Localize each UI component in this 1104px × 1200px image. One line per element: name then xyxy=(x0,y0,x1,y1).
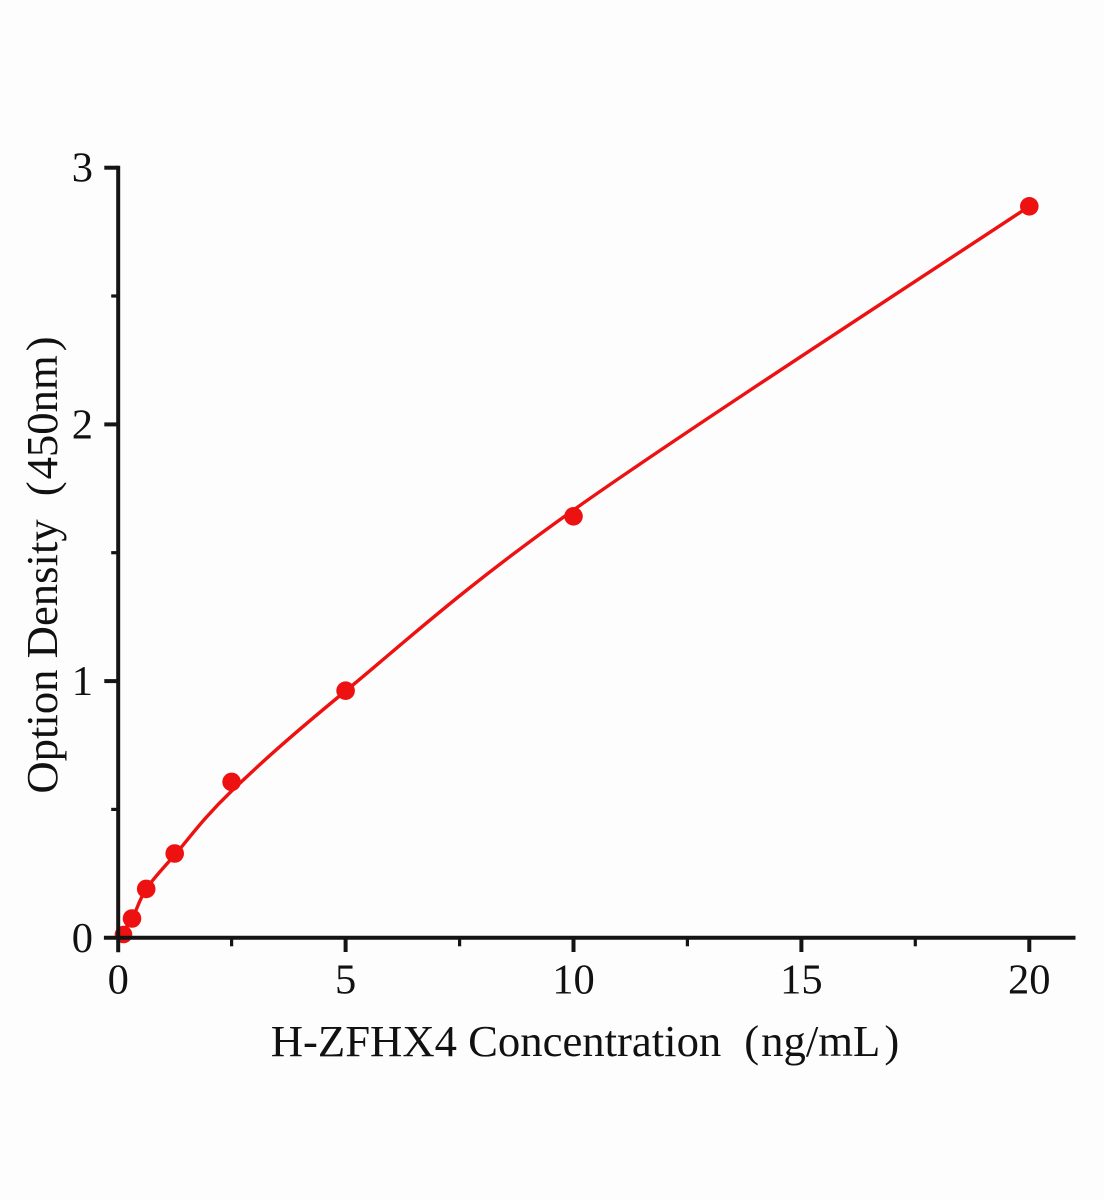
svg-text:15: 15 xyxy=(780,957,823,1004)
svg-text:3: 3 xyxy=(72,145,93,192)
svg-text:2: 2 xyxy=(72,401,93,448)
svg-text:20: 20 xyxy=(1008,957,1051,1004)
svg-text:0: 0 xyxy=(72,915,93,962)
svg-text:1: 1 xyxy=(72,658,93,705)
svg-text:5: 5 xyxy=(335,957,356,1004)
svg-text:H-ZFHX4 Concentration(ng/mL): H-ZFHX4 Concentration (ng/mL) xyxy=(271,1016,899,1066)
svg-text:10: 10 xyxy=(552,957,595,1004)
svg-text:0: 0 xyxy=(108,957,129,1004)
svg-text:Option Density(450nm): Option Density(450nm) xyxy=(17,336,67,793)
